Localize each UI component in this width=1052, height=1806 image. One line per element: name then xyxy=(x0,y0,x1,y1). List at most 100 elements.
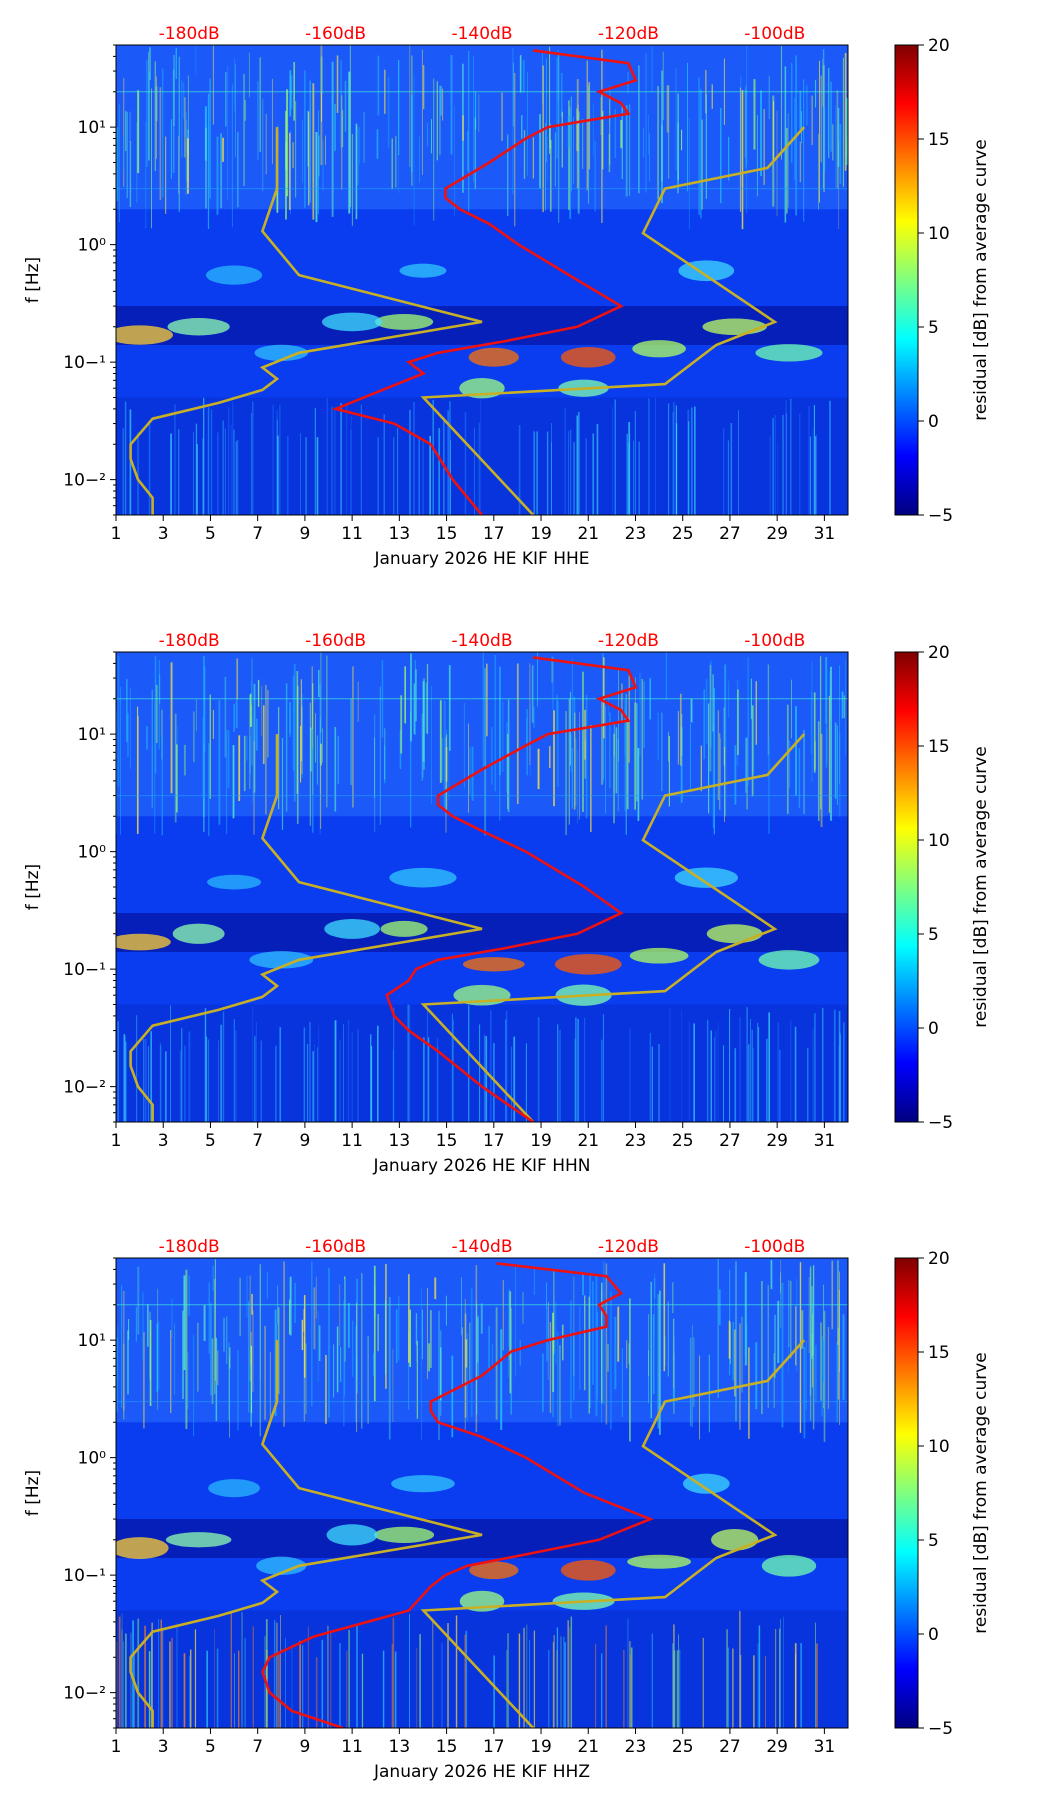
hf-band xyxy=(116,1258,848,1423)
x-tick-label: 21 xyxy=(577,524,599,544)
x-tick-label: 9 xyxy=(299,524,310,544)
x-tick-label: 31 xyxy=(814,1737,836,1757)
spectrogram xyxy=(116,1258,848,1728)
x-tick-label: 15 xyxy=(436,1131,458,1151)
microseism-blob xyxy=(208,1479,260,1498)
curves xyxy=(129,49,806,515)
microseism-blob xyxy=(165,1532,232,1548)
x-tick-label: 27 xyxy=(719,1737,741,1757)
x-tick-label: 31 xyxy=(814,1131,836,1151)
y-tick-label: 10⁰ xyxy=(78,843,107,863)
x-tick-label: 7 xyxy=(252,524,263,544)
x-tick-label: 31 xyxy=(814,524,836,544)
top-db-label: -160dB xyxy=(305,1237,366,1257)
x-tick-label: 5 xyxy=(205,524,216,544)
microseism-blob xyxy=(116,933,171,951)
y-axis-label: f [Hz] xyxy=(23,864,43,910)
top-db-label: -100dB xyxy=(744,1237,805,1257)
x-tick-label: 23 xyxy=(625,1737,647,1757)
top-db-label: -160dB xyxy=(305,631,366,651)
top-db-label: -180dB xyxy=(159,631,220,651)
x-tick-label: 13 xyxy=(389,524,411,544)
high-noise-model-curve xyxy=(420,126,806,515)
x-tick-label: 29 xyxy=(766,524,788,544)
microseism-blob xyxy=(560,346,616,368)
x-tick-label: 3 xyxy=(158,524,169,544)
microseism-blob xyxy=(399,263,447,278)
colorbar-tick-label: 5 xyxy=(928,1531,939,1551)
x-tick-label: 19 xyxy=(530,524,552,544)
x-tick-label: 21 xyxy=(577,1737,599,1757)
top-db-label: -180dB xyxy=(159,1237,220,1257)
x-tick-label: 29 xyxy=(766,1131,788,1151)
low-noise-model-curve xyxy=(129,1340,483,1728)
colorbar-tick-label: 15 xyxy=(928,130,950,150)
colorbar-tick-label: 15 xyxy=(928,737,950,757)
panel-hhn: 1 3 5 7 9 11 13 15 17 19 21 23 25 27 29 3110−²10−¹10⁰10… xyxy=(23,631,991,1176)
x-tick-label: 23 xyxy=(625,1131,647,1151)
x-tick-label: 13 xyxy=(389,1131,411,1151)
microseism-blob xyxy=(391,1475,455,1493)
colorbar-tick-label: 0 xyxy=(928,1625,939,1645)
colorbar-tick-label: 10 xyxy=(928,1437,950,1457)
x-tick-label: 1 xyxy=(111,524,122,544)
microseism-blob xyxy=(632,340,686,358)
curves xyxy=(129,1262,806,1728)
spectrogram xyxy=(116,652,848,1122)
microseism-blob xyxy=(674,867,738,888)
y-tick-label: 10−¹ xyxy=(63,1566,106,1586)
x-tick-label: 25 xyxy=(672,1737,694,1757)
psd-profile-curve xyxy=(385,656,638,1122)
x-axis-label: January 2026 HE KIF HHN xyxy=(372,1156,590,1176)
curves xyxy=(129,656,806,1122)
x-tick-label: 1 xyxy=(111,1131,122,1151)
x-tick-label: 9 xyxy=(299,1737,310,1757)
microseism-blob xyxy=(380,920,428,937)
x-tick-label: 25 xyxy=(672,524,694,544)
top-db-label: -120dB xyxy=(598,631,659,651)
x-tick-label: 23 xyxy=(625,524,647,544)
colorbar-tick-label: 0 xyxy=(928,1019,939,1039)
x-tick-label: 11 xyxy=(341,1737,363,1757)
x-axis-label: January 2026 HE KIF HHZ xyxy=(373,1762,590,1782)
y-tick-label: 10⁰ xyxy=(78,236,107,256)
x-tick-label: 29 xyxy=(766,1737,788,1757)
microseism-blob xyxy=(321,312,383,332)
colorbar-tick-label: −5 xyxy=(928,1719,953,1739)
x-tick-label: 3 xyxy=(158,1131,169,1151)
low-noise-model-curve xyxy=(129,734,483,1122)
panel-hhz: 1 3 5 7 9 11 13 15 17 19 21 23 25 27 29 3110−²10−¹10⁰10… xyxy=(23,1237,991,1782)
psd-profile-curve xyxy=(331,49,638,515)
colorbar-label: residual [dB] from average curve xyxy=(971,139,991,420)
top-db-label: -160dB xyxy=(305,24,366,44)
microseism-blob xyxy=(116,325,173,345)
x-tick-label: 27 xyxy=(719,524,741,544)
x-tick-label: 21 xyxy=(577,1131,599,1151)
low-noise-model-curve xyxy=(129,127,483,515)
top-db-label: -180dB xyxy=(159,24,220,44)
x-axis-label: January 2026 HE KIF HHE xyxy=(373,549,589,569)
microseism-blob xyxy=(629,947,689,964)
colorbar xyxy=(894,651,919,1123)
x-tick-label: 15 xyxy=(436,1737,458,1757)
x-tick-label: 17 xyxy=(483,1737,505,1757)
microseism-blob xyxy=(462,957,525,972)
colorbar-tick-label: 10 xyxy=(928,224,950,244)
y-tick-label: 10−² xyxy=(63,1684,106,1704)
y-tick-label: 10¹ xyxy=(78,725,106,745)
x-tick-label: 19 xyxy=(530,1737,552,1757)
microseism-blob xyxy=(389,867,457,888)
colorbar-tick-label: −5 xyxy=(928,1113,953,1133)
x-tick-label: 7 xyxy=(252,1737,263,1757)
top-db-label: -100dB xyxy=(744,24,805,44)
top-db-label: -100dB xyxy=(744,631,805,651)
y-tick-label: 10¹ xyxy=(78,1331,106,1351)
microseism-blob xyxy=(207,874,262,890)
psd-profile-curve xyxy=(260,1262,654,1728)
microseism-blob xyxy=(554,953,622,975)
top-db-label: -120dB xyxy=(598,24,659,44)
colorbar-tick-label: −5 xyxy=(928,506,953,526)
top-db-label: -120dB xyxy=(598,1237,659,1257)
x-tick-label: 13 xyxy=(389,1737,411,1757)
x-tick-label: 19 xyxy=(530,1131,552,1151)
